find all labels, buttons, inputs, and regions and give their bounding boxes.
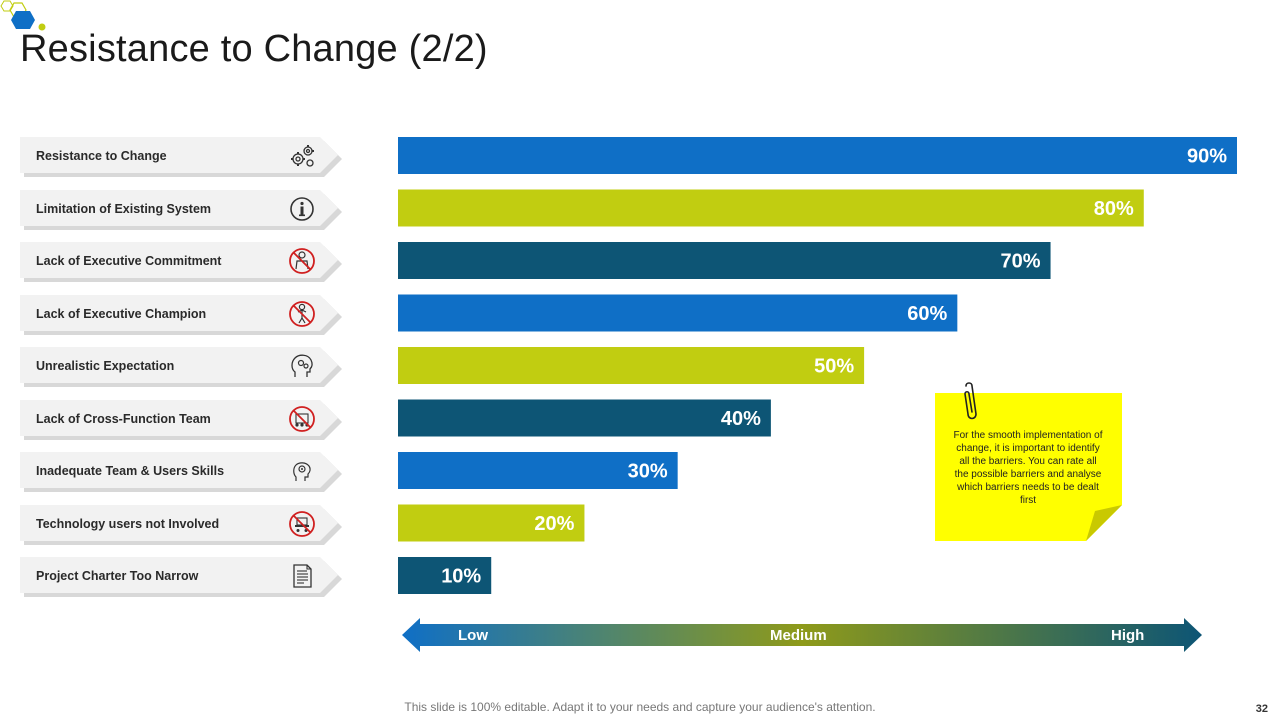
bar-value-label: 30% (628, 461, 668, 483)
scale-medium-label: Medium (770, 627, 827, 644)
bar-value-label: 20% (534, 513, 574, 535)
scale-high-label: High (1111, 627, 1144, 644)
bar (398, 190, 1144, 227)
bar-value-label: 10% (441, 566, 481, 588)
footer-note: This slide is 100% editable. Adapt it to… (0, 700, 1280, 714)
bar (398, 137, 1237, 174)
bar-value-label: 80% (1094, 198, 1134, 220)
bar-value-label: 90% (1187, 146, 1227, 168)
bar (398, 242, 1051, 279)
sticky-note-text: For the smooth implementation of change,… (953, 429, 1103, 507)
scale-low-label: Low (458, 627, 488, 644)
paperclip-icon (958, 380, 982, 422)
page-number: 32 (1256, 703, 1268, 715)
bar-value-label: 50% (814, 356, 854, 378)
bar-value-label: 60% (907, 303, 947, 325)
bar (398, 295, 957, 332)
bar-value-label: 70% (1001, 251, 1041, 273)
bar (398, 400, 771, 437)
bar-value-label: 40% (721, 408, 761, 430)
bar (398, 347, 864, 384)
